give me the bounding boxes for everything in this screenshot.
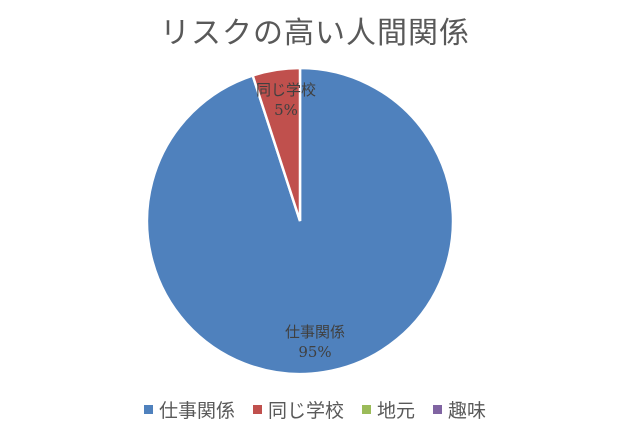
data-label-school: 同じ学校 5% — [236, 80, 336, 120]
legend: 仕事関係 同じ学校 地元 趣味 — [0, 396, 630, 423]
chart-title: リスクの高い人間関係 — [160, 16, 470, 51]
pie-slice-school — [251, 66, 302, 222]
legend-label: 同じ学校 — [267, 400, 344, 422]
data-label-work-name: 仕事関係 — [284, 323, 345, 341]
data-label-school-pct: 5% — [274, 101, 298, 119]
legend-item-work: 仕事関係 — [143, 396, 235, 423]
legend-swatch-icon — [252, 405, 262, 414]
data-label-work-pct: 95% — [298, 343, 332, 361]
legend-item-hobby: 趣味 — [433, 396, 486, 423]
legend-item-school: 同じ学校 — [252, 396, 344, 423]
legend-item-local: 地元 — [362, 396, 415, 423]
data-label-work: 仕事関係 95% — [265, 322, 365, 362]
legend-swatch-icon — [143, 405, 153, 414]
legend-label: 趣味 — [448, 400, 487, 422]
legend-label: 地元 — [377, 400, 416, 422]
data-label-school-name: 同じ学校 — [255, 81, 316, 99]
legend-swatch-icon — [433, 405, 443, 414]
legend-swatch-icon — [362, 405, 371, 414]
legend-label: 仕事関係 — [158, 400, 235, 422]
